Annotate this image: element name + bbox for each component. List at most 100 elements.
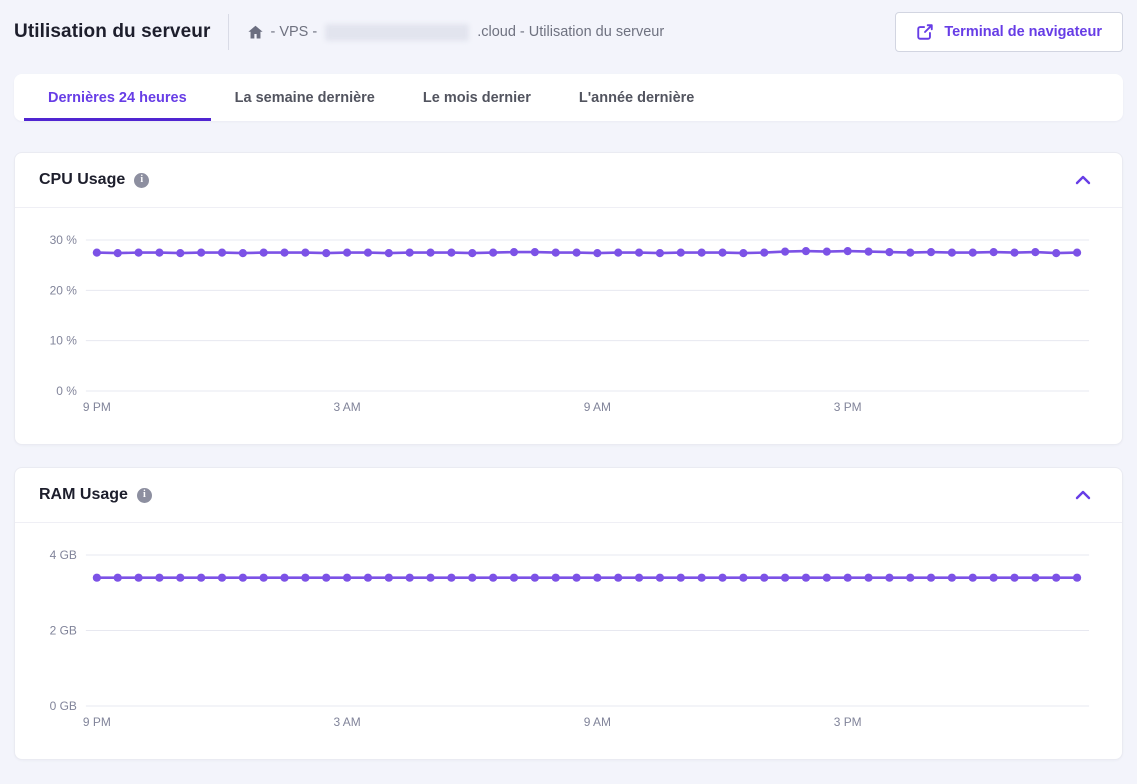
x-axis-tick-label: 9 PM xyxy=(83,715,111,729)
data-point xyxy=(697,573,706,582)
data-point xyxy=(280,248,289,257)
data-point xyxy=(864,247,873,256)
data-point xyxy=(134,248,143,257)
data-point xyxy=(1010,573,1019,582)
data-point xyxy=(968,573,977,582)
data-point xyxy=(1052,573,1061,582)
data-point xyxy=(322,573,331,582)
data-point xyxy=(468,249,477,258)
data-point xyxy=(1072,248,1082,257)
data-point xyxy=(280,573,289,582)
data-point xyxy=(926,248,936,257)
breadcrumb: - VPS - .cloud - Utilisation du serveur xyxy=(247,23,665,41)
ram-usage-card: RAM Usage i 0 GB 2 GB 4 GB 9 PM 3 AM 9 AM 3 PM xyxy=(14,467,1123,760)
time-range-tabs: Dernières 24 heures La semaine dernière … xyxy=(14,74,1123,121)
data-point xyxy=(259,573,268,582)
data-point xyxy=(593,249,602,258)
y-axis-tick-label: 4 GB xyxy=(50,548,77,562)
breadcrumb-suffix: .cloud - Utilisation du serveur xyxy=(477,24,665,40)
server-usage-page: Utilisation du serveur - VPS - .cloud - … xyxy=(0,12,1137,784)
data-point xyxy=(176,249,185,258)
data-point xyxy=(1052,249,1061,258)
home-icon[interactable] xyxy=(247,24,264,41)
data-point xyxy=(343,248,352,257)
data-point xyxy=(1010,248,1019,257)
data-point xyxy=(739,573,748,582)
info-icon[interactable]: i xyxy=(136,487,152,503)
data-point xyxy=(301,248,310,257)
data-point xyxy=(155,573,164,582)
tab-label: L'année dernière xyxy=(578,89,695,106)
data-point xyxy=(801,573,811,582)
chevron-up-icon[interactable] xyxy=(1074,173,1092,187)
data-point xyxy=(363,248,373,257)
y-axis-tick-label: 20 % xyxy=(50,283,78,297)
data-point xyxy=(238,249,247,258)
tab-last-week[interactable]: La semaine dernière xyxy=(211,74,399,121)
data-point xyxy=(176,573,185,582)
data-point xyxy=(343,573,352,582)
data-point xyxy=(697,248,706,257)
data-point xyxy=(676,248,685,257)
ram-usage-chart: 0 GB 2 GB 4 GB 9 PM 3 AM 9 AM 3 PM xyxy=(15,523,1122,759)
x-axis-tick-label: 9 AM xyxy=(584,715,611,729)
y-axis-tick-label: 30 % xyxy=(50,233,78,247)
data-point xyxy=(1031,573,1040,582)
redacted-hostname xyxy=(325,23,470,41)
y-axis-tick-label: 10 % xyxy=(50,334,78,348)
data-point xyxy=(885,248,894,257)
data-point xyxy=(843,573,852,582)
data-point xyxy=(781,247,790,256)
data-point xyxy=(989,573,998,582)
data-point xyxy=(405,573,414,582)
data-point xyxy=(926,573,936,582)
tab-label: Dernières 24 heures xyxy=(48,89,187,106)
tab-last-month[interactable]: Le mois dernier xyxy=(399,74,555,121)
top-bar: Utilisation du serveur - VPS - .cloud - … xyxy=(14,12,1123,52)
data-point xyxy=(676,573,685,582)
browser-terminal-button[interactable]: Terminal de navigateur xyxy=(895,12,1123,52)
x-axis-tick-label: 3 AM xyxy=(333,715,360,729)
tab-last-year[interactable]: L'année dernière xyxy=(555,74,718,121)
data-point xyxy=(864,573,873,582)
data-point xyxy=(655,249,665,258)
data-point xyxy=(572,248,581,257)
data-point xyxy=(760,248,769,257)
data-point xyxy=(259,248,268,257)
data-point xyxy=(113,573,122,582)
tab-label: Le mois dernier xyxy=(422,89,531,106)
breadcrumb-prefix: - VPS - xyxy=(270,24,318,40)
data-point xyxy=(322,249,331,258)
title-divider xyxy=(228,14,230,50)
data-point xyxy=(217,248,227,257)
data-point xyxy=(363,573,373,582)
tab-label: La semaine dernière xyxy=(234,89,375,106)
cpu-usage-card: CPU Usage i 0 % 10 % 20 % 30 % 9 PM 3 AM 9 AM 3… xyxy=(14,152,1123,445)
data-point xyxy=(113,249,122,258)
data-point xyxy=(801,247,811,256)
data-point xyxy=(92,248,101,257)
data-point xyxy=(134,573,143,582)
data-point xyxy=(301,573,310,582)
data-point xyxy=(530,573,539,582)
data-point xyxy=(947,573,956,582)
data-point xyxy=(968,248,977,257)
y-axis-tick-label: 0 GB xyxy=(50,699,77,713)
data-point xyxy=(238,573,247,582)
data-point xyxy=(92,573,101,582)
ram-card-title: RAM Usage xyxy=(39,486,128,503)
data-point xyxy=(197,573,206,582)
info-icon[interactable]: i xyxy=(134,172,150,188)
data-point xyxy=(718,248,727,257)
data-point xyxy=(551,248,560,257)
tab-last-24-hours[interactable]: Dernières 24 heures xyxy=(24,74,211,121)
external-link-icon xyxy=(916,23,934,41)
y-axis-tick-label: 2 GB xyxy=(50,623,77,637)
chevron-up-icon[interactable] xyxy=(1074,488,1092,502)
data-point xyxy=(655,573,665,582)
data-point xyxy=(843,247,852,256)
browser-terminal-button-label: Terminal de navigateur xyxy=(944,24,1102,40)
x-axis-tick-label: 3 AM xyxy=(333,400,360,414)
data-point xyxy=(447,248,456,257)
data-point xyxy=(1072,573,1082,582)
